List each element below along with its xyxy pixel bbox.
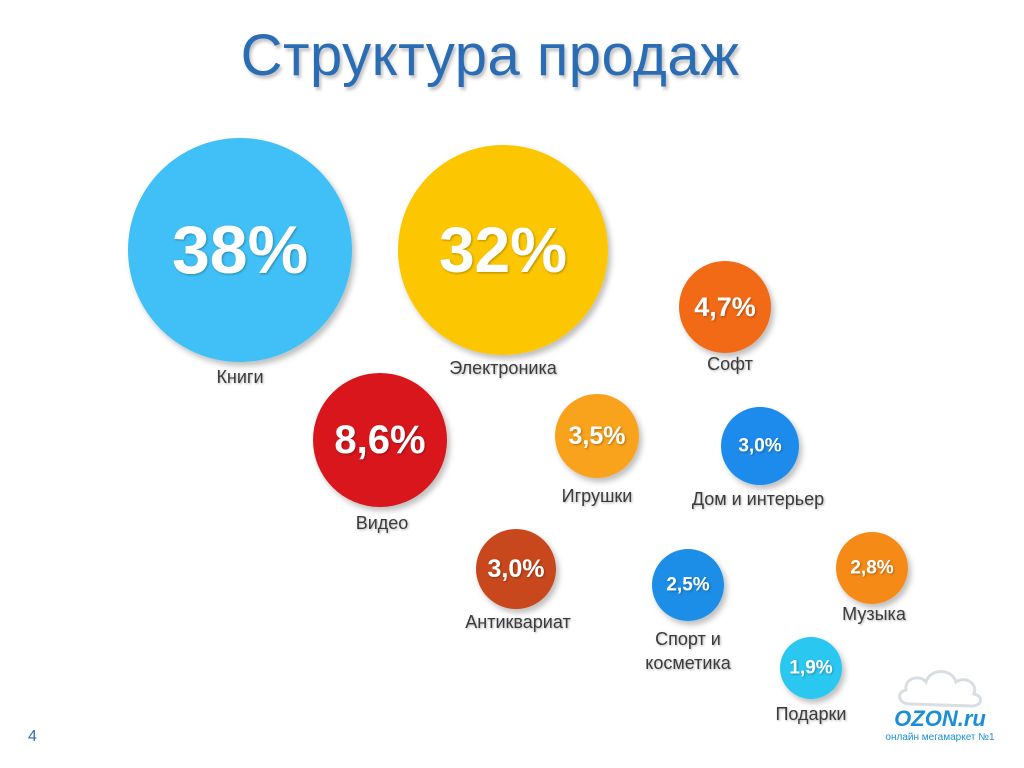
bubble-3: 4,7% Софт bbox=[679, 261, 771, 374]
slide-title: Структура продаж bbox=[240, 23, 740, 88]
bubble-1: 38% Книги bbox=[128, 138, 352, 387]
category-label: Музыка bbox=[842, 604, 907, 624]
ozon-logo: OZON.ru онлайн мегамаркет №1 bbox=[880, 660, 1000, 750]
bubble-value-label: 32% bbox=[439, 214, 567, 286]
bubble-value-label: 2,5% bbox=[666, 575, 709, 596]
bubble-4: 8,6% Видео bbox=[313, 373, 447, 533]
bubble-8: 2,5% Спорт и косметика bbox=[645, 549, 732, 673]
category-label: Видео bbox=[356, 513, 409, 533]
cloud-icon bbox=[898, 670, 982, 708]
bubble-circle bbox=[721, 407, 799, 485]
bubble-value-label: 3,0% bbox=[738, 436, 781, 457]
category-label: Дом и интерьер bbox=[692, 489, 824, 509]
bubble-2: 32% Электроника bbox=[398, 145, 608, 378]
bubble-circle bbox=[836, 532, 908, 604]
bubble-value-label: 4,7% bbox=[694, 292, 756, 322]
bubble-circle bbox=[128, 138, 352, 362]
bubble-value-label: 1,9% bbox=[789, 658, 832, 679]
bubble-value-label: 3,0% bbox=[488, 555, 545, 583]
bubble-9: 2,8% Музыка bbox=[836, 532, 908, 624]
category-label: Игрушки bbox=[562, 486, 633, 506]
bubble-circle bbox=[652, 549, 724, 621]
bubble-value-label: 3,5% bbox=[569, 422, 626, 450]
logo-text: OZON.ru bbox=[894, 706, 986, 731]
bubble-circle bbox=[780, 637, 842, 699]
bubble-circle bbox=[476, 529, 556, 609]
bubble-7: 3,0% Антиквариат bbox=[465, 529, 571, 632]
bubble-5: 3,5% Игрушки bbox=[555, 394, 639, 506]
category-label: Электроника bbox=[449, 358, 557, 378]
category-label: Антиквариат bbox=[465, 612, 570, 632]
bubble-value-label: 38% bbox=[172, 212, 308, 288]
category-label: Подарки bbox=[775, 704, 846, 724]
category-label: Книги bbox=[216, 367, 263, 387]
bubble-value-label: 2,8% bbox=[850, 558, 893, 579]
bubble-6: 3,0% Дом и интерьер bbox=[692, 407, 824, 509]
bubble-circle bbox=[313, 373, 447, 507]
bubble-value-label: 8,6% bbox=[334, 418, 425, 462]
logo-subtitle: онлайн мегамаркет №1 bbox=[885, 732, 995, 743]
page-number: 4 bbox=[28, 728, 37, 745]
bubble-circle bbox=[679, 261, 771, 353]
bubble-circle bbox=[398, 145, 608, 355]
category-label: Спорт и косметика bbox=[645, 629, 731, 673]
category-label: Софт bbox=[707, 354, 753, 374]
bubble-10: 1,9% Подарки bbox=[775, 637, 847, 724]
bubble-circle bbox=[555, 394, 639, 478]
